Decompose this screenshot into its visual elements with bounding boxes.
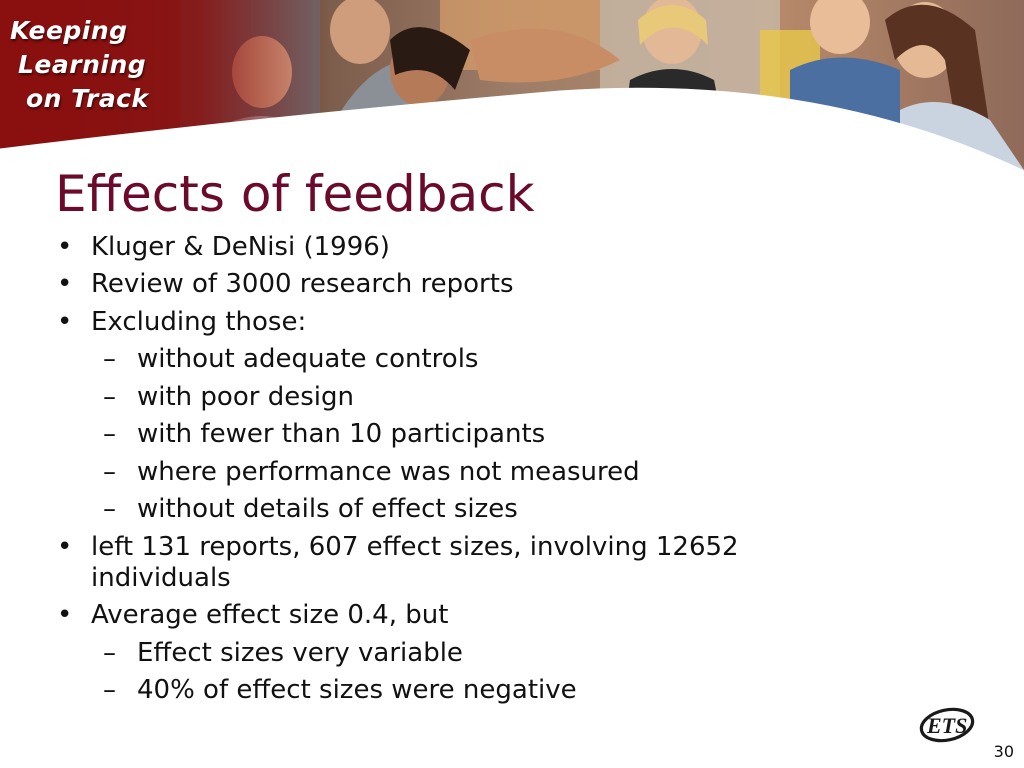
brand-line: Learning <box>18 50 147 79</box>
sub-bullet-text: 40% of effect sizes were negative <box>137 675 577 705</box>
sub-bullet-item: – with fewer than 10 participants <box>55 419 855 450</box>
bullet-item: • Kluger & DeNisi (1996) <box>55 232 855 263</box>
bullet-item: • left 131 reports, 607 effect sizes, in… <box>55 532 855 594</box>
bullet-list: • Kluger & DeNisi (1996) • Review of 300… <box>55 225 855 706</box>
dash-marker: – <box>103 637 116 668</box>
dash-marker: – <box>103 344 116 374</box>
bullet-text: Excluding those: <box>91 306 307 337</box>
bullet-marker: • <box>57 600 73 630</box>
bullet-marker: • <box>57 531 73 562</box>
ets-logo-text: ETS <box>926 713 967 738</box>
bullet-item: • Excluding those: <box>55 307 855 338</box>
bullet-text: Average effect size 0.4, but <box>91 600 449 630</box>
bullet-marker: • <box>57 306 73 337</box>
bullet-marker: • <box>57 231 73 262</box>
dash-marker: – <box>103 494 116 524</box>
brand-line: on Track <box>26 84 149 113</box>
sub-bullet-item: – without adequate controls <box>55 344 855 375</box>
slide-title: Effects of feedback <box>55 165 535 223</box>
dash-marker: – <box>103 675 116 705</box>
sub-bullet-text: where performance was not measured <box>137 456 640 487</box>
bullet-text: left 131 reports, 607 effect sizes, invo… <box>91 531 739 593</box>
sub-bullet-item: – 40% of effect sizes were negative <box>55 675 855 706</box>
sub-bullet-text: without adequate controls <box>137 344 479 374</box>
bullet-text: Review of 3000 research reports <box>91 269 514 299</box>
bullet-marker: • <box>57 269 73 299</box>
page-number: 30 <box>993 742 1014 761</box>
dash-marker: – <box>103 456 116 487</box>
bullet-item: • Average effect size 0.4, but <box>55 600 855 631</box>
dash-marker: – <box>103 419 116 449</box>
sub-bullet-text: with poor design <box>137 381 354 412</box>
sub-bullet-item: – with poor design <box>55 382 855 413</box>
brand-logo-text: Keeping Learning on Track <box>10 14 149 116</box>
brand-line: Keeping <box>10 16 128 45</box>
sub-bullet-item: – without details of effect sizes <box>55 494 855 525</box>
dash-marker: – <box>103 381 116 412</box>
header-banner: Keeping Learning on Track <box>0 0 1024 180</box>
bullet-text: Kluger & DeNisi (1996) <box>91 231 390 262</box>
sub-bullet-text: without details of effect sizes <box>137 494 518 524</box>
sub-bullet-item: – where performance was not measured <box>55 457 855 488</box>
sub-bullet-item: – Effect sizes very variable <box>55 638 855 669</box>
ets-logo: ETS <box>919 707 975 743</box>
classroom-photo-collage <box>0 0 1024 180</box>
sub-bullet-text: Effect sizes very variable <box>137 637 463 668</box>
bullet-item: • Review of 3000 research reports <box>55 269 855 300</box>
sub-bullet-text: with fewer than 10 participants <box>137 419 546 449</box>
